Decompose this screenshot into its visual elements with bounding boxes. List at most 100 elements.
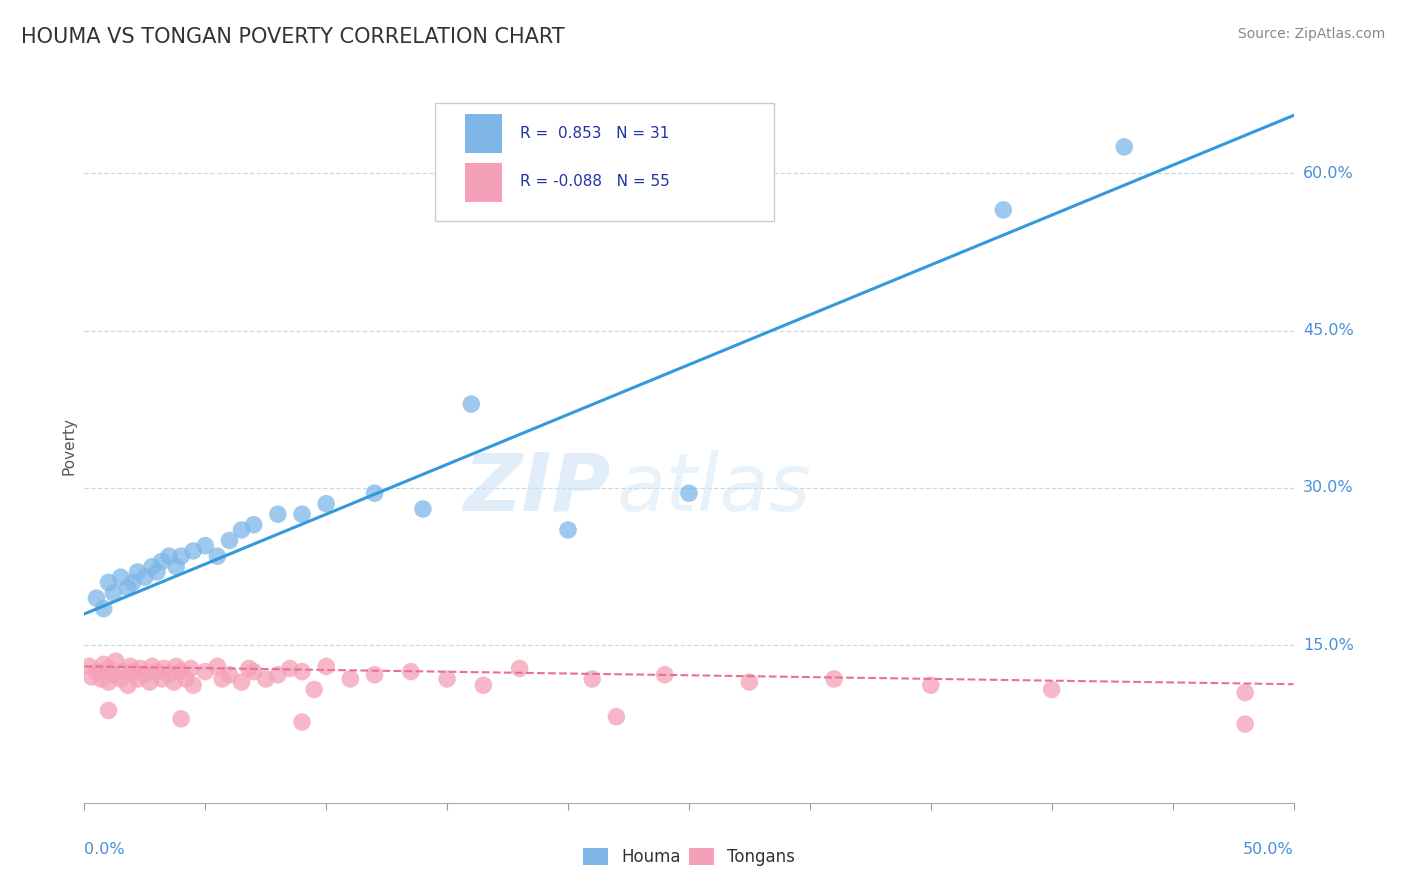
Point — [134, 570, 156, 584]
Point — [112, 665, 135, 679]
Point — [153, 661, 176, 675]
Point — [97, 661, 120, 675]
Point — [920, 678, 942, 692]
Point — [180, 661, 202, 675]
Text: 60.0%: 60.0% — [1303, 166, 1354, 181]
Point — [302, 682, 325, 697]
Point — [238, 661, 260, 675]
Point — [993, 202, 1015, 217]
Point — [231, 523, 253, 537]
Point — [127, 672, 149, 686]
Point — [242, 517, 264, 532]
Point — [291, 714, 314, 729]
Point — [291, 665, 314, 679]
Text: 45.0%: 45.0% — [1303, 323, 1354, 338]
Point — [170, 712, 193, 726]
Bar — [465, 114, 502, 153]
Point — [103, 667, 125, 681]
Text: 0.0%: 0.0% — [84, 842, 125, 857]
Point — [267, 667, 290, 681]
Point — [80, 670, 103, 684]
Point — [127, 565, 149, 579]
Point — [207, 549, 229, 564]
Point — [218, 667, 240, 681]
Point — [181, 544, 204, 558]
Point — [150, 554, 173, 568]
Point — [150, 672, 173, 686]
Point — [194, 539, 217, 553]
Point — [1040, 682, 1063, 697]
Point — [1234, 685, 1257, 699]
Point — [207, 659, 229, 673]
Text: R = -0.088   N = 55: R = -0.088 N = 55 — [520, 175, 669, 189]
Text: 15.0%: 15.0% — [1303, 638, 1354, 653]
Point — [399, 665, 422, 679]
Point — [121, 575, 143, 590]
Point — [97, 575, 120, 590]
Point — [1114, 140, 1136, 154]
Point — [138, 675, 160, 690]
Point — [738, 675, 761, 690]
Point — [509, 661, 531, 675]
Point — [1234, 717, 1257, 731]
Point — [170, 549, 193, 564]
Point — [194, 665, 217, 679]
Point — [170, 665, 193, 679]
Point — [110, 570, 132, 584]
Point — [157, 667, 180, 681]
Point — [141, 559, 163, 574]
Text: ZIP: ZIP — [463, 450, 610, 528]
Text: atlas: atlas — [616, 450, 811, 528]
Point — [97, 675, 120, 690]
Point — [93, 657, 115, 672]
Point — [174, 672, 197, 686]
Point — [110, 672, 132, 686]
Point — [315, 659, 337, 673]
Point — [363, 667, 385, 681]
Text: 30.0%: 30.0% — [1303, 481, 1354, 495]
Point — [146, 665, 169, 679]
Point — [654, 667, 676, 681]
Point — [254, 672, 277, 686]
Point — [412, 502, 434, 516]
Point — [163, 675, 186, 690]
Text: Source: ZipAtlas.com: Source: ZipAtlas.com — [1237, 27, 1385, 41]
Point — [86, 591, 108, 606]
Bar — [465, 162, 502, 202]
Point — [581, 672, 603, 686]
Point — [557, 523, 579, 537]
Point — [97, 703, 120, 717]
Point — [129, 661, 152, 675]
Point — [146, 565, 169, 579]
Text: 50.0%: 50.0% — [1243, 842, 1294, 857]
Point — [678, 486, 700, 500]
Legend: Houma, Tongans: Houma, Tongans — [576, 841, 801, 873]
Point — [242, 665, 264, 679]
Point — [218, 533, 240, 548]
Y-axis label: Poverty: Poverty — [60, 417, 76, 475]
FancyBboxPatch shape — [434, 103, 773, 221]
Point — [267, 507, 290, 521]
Point — [120, 659, 142, 673]
Point — [605, 710, 627, 724]
Point — [134, 667, 156, 681]
Point — [278, 661, 301, 675]
Point — [165, 659, 187, 673]
Point — [117, 678, 139, 692]
Point — [823, 672, 845, 686]
Point — [291, 507, 314, 521]
Text: R =  0.853   N = 31: R = 0.853 N = 31 — [520, 126, 669, 141]
Point — [90, 672, 112, 686]
Point — [86, 665, 108, 679]
Point — [472, 678, 495, 692]
Point — [181, 678, 204, 692]
Point — [460, 397, 482, 411]
Point — [339, 672, 361, 686]
Point — [93, 601, 115, 615]
Point — [165, 559, 187, 574]
Text: HOUMA VS TONGAN POVERTY CORRELATION CHART: HOUMA VS TONGAN POVERTY CORRELATION CHAR… — [21, 27, 565, 46]
Point — [141, 659, 163, 673]
Point — [436, 672, 458, 686]
Point — [157, 549, 180, 564]
Point — [103, 586, 125, 600]
